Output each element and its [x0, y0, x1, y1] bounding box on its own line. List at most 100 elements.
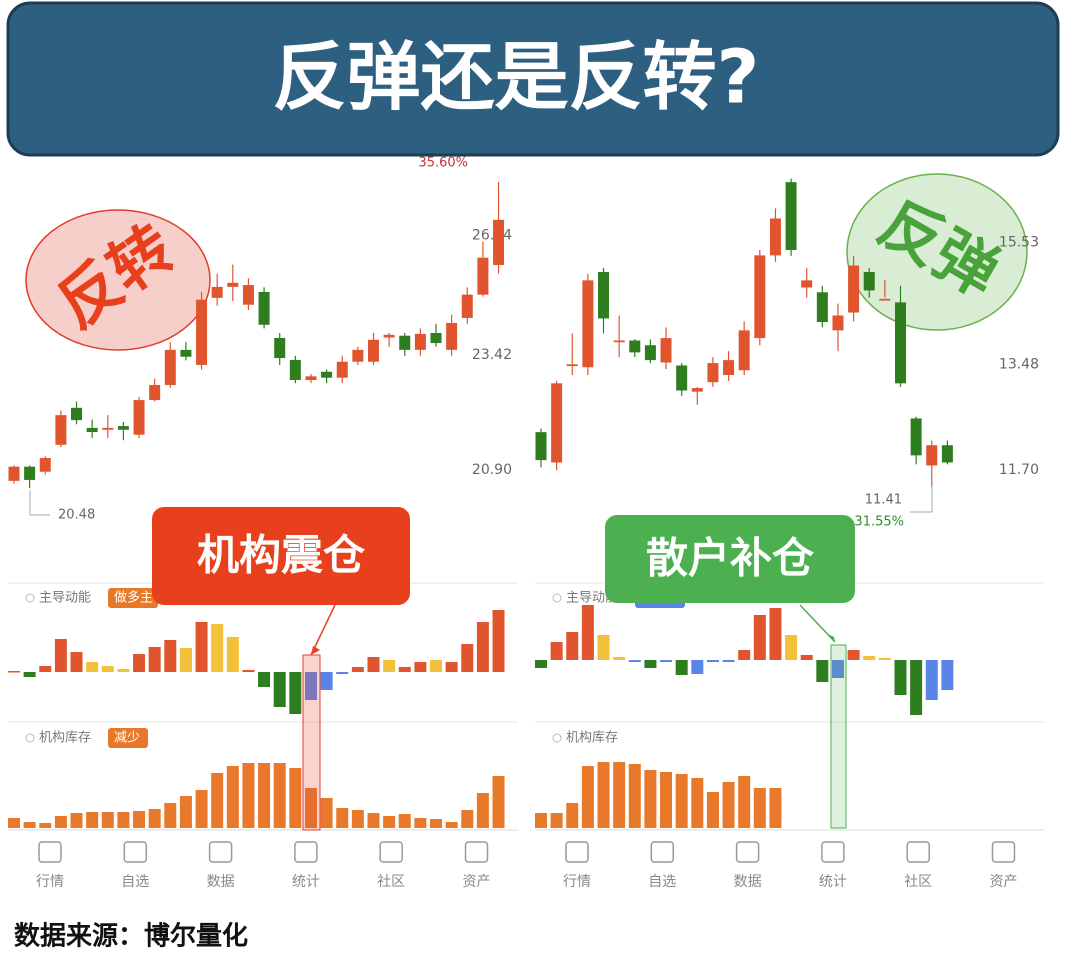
indicator-bar	[785, 635, 798, 660]
indicator-bar	[941, 660, 954, 690]
inventory-bar	[273, 763, 286, 828]
inventory-bar	[320, 798, 333, 828]
inventory-bar	[336, 808, 349, 828]
marker-bracket	[29, 490, 50, 516]
indicator-bar	[320, 672, 333, 690]
candle-body	[551, 383, 563, 463]
inventory-label: 机构库存	[39, 730, 91, 746]
gear-icon	[25, 593, 35, 603]
indicator-bar	[613, 657, 626, 660]
candle-body	[24, 466, 36, 480]
candle-body	[352, 349, 364, 362]
callout	[152, 507, 410, 605]
annotation: 11.41	[865, 493, 902, 508]
candle-body	[941, 445, 953, 463]
annotation: 35.60%	[418, 156, 468, 171]
indicator-bar	[550, 642, 563, 660]
candle-body	[196, 299, 208, 365]
indicator-bar	[566, 632, 579, 660]
indicator-bar	[863, 656, 876, 660]
inventory-bar	[566, 803, 579, 828]
callout-arrowhead	[826, 633, 835, 642]
candle-body	[582, 280, 594, 368]
inventory-bar	[86, 812, 99, 828]
indicator-bar	[39, 666, 52, 672]
inventory-tag-text: 减少	[114, 731, 140, 746]
candle-body	[816, 292, 828, 323]
inventory-bar	[706, 792, 719, 828]
nav-icon	[38, 841, 62, 863]
inventory-bar	[226, 766, 239, 828]
indicator-bar	[925, 660, 938, 700]
candle-body	[535, 432, 547, 461]
inventory-bar	[753, 788, 766, 828]
candle-body	[117, 426, 129, 430]
nav-icon	[379, 841, 403, 863]
indicator-bar	[461, 644, 474, 672]
nav-label: 数据	[734, 874, 762, 890]
inventory-bar	[398, 814, 411, 828]
candle-body	[910, 418, 922, 456]
title: 反弹还是反转?	[273, 35, 760, 121]
indicator-bar	[847, 650, 860, 660]
candle-body	[321, 371, 333, 378]
nav-label: 数据	[207, 874, 235, 890]
indicator-bar	[211, 624, 224, 672]
indicator-bar	[117, 669, 130, 672]
indicator-bar	[769, 608, 782, 660]
candle-body	[832, 315, 844, 331]
inventory-bar	[179, 796, 192, 828]
indicator-tag-text: 做多主	[114, 590, 153, 606]
candle-body	[493, 219, 505, 265]
indicator-bar	[722, 660, 735, 662]
annotation: 20.48	[58, 508, 95, 523]
indicator-bar	[289, 672, 302, 714]
indicator-bar	[878, 658, 891, 660]
indicator-bar	[101, 666, 114, 672]
inventory-bar	[8, 818, 20, 828]
inventory-bar	[211, 773, 224, 828]
indicator-bar	[581, 605, 594, 660]
candle-body	[289, 359, 301, 380]
nav-label: 社区	[377, 874, 405, 890]
indicator-bar	[628, 660, 641, 662]
inventory-bar	[613, 762, 626, 828]
nav-icon	[464, 841, 489, 863]
candle-body	[414, 333, 426, 350]
nav-label: 资产	[463, 874, 491, 890]
indicator-bar	[738, 650, 751, 660]
inventory-bar	[304, 788, 317, 828]
inventory-bar	[289, 768, 302, 828]
y-tick-label: 23.42	[472, 347, 512, 363]
indicator-bar	[8, 671, 20, 673]
inventory-bar	[351, 810, 364, 828]
indicator-bar	[894, 660, 907, 695]
indicator-bar	[445, 662, 458, 672]
callout	[605, 515, 855, 603]
candle-body	[644, 345, 656, 361]
indicator-bar	[398, 667, 411, 672]
inventory-bar	[258, 763, 271, 828]
nav-label: 自选	[121, 874, 149, 890]
candle-body	[723, 360, 735, 375]
inventory-bar	[738, 776, 751, 828]
inventory-bar	[722, 782, 735, 828]
indicator-bar	[258, 672, 271, 687]
indicator-bar	[675, 660, 688, 675]
candle-body	[336, 361, 348, 378]
inventory-tag	[108, 728, 148, 748]
indicator-bar	[660, 660, 673, 662]
candle-body	[461, 294, 473, 318]
inventory-bar	[476, 793, 489, 828]
nav-label: 行情	[563, 874, 591, 890]
candle-body	[863, 272, 875, 291]
candle-body	[566, 364, 578, 367]
nav-icon	[821, 841, 845, 863]
inventory-label: 机构库存	[566, 730, 618, 746]
indicator-tag	[108, 588, 158, 608]
nav-icon	[906, 841, 930, 863]
indicator-bar	[597, 635, 610, 660]
indicator-bar	[476, 622, 489, 672]
indicator-bar	[367, 657, 380, 672]
y-tick-label: 11.70	[999, 462, 1039, 478]
